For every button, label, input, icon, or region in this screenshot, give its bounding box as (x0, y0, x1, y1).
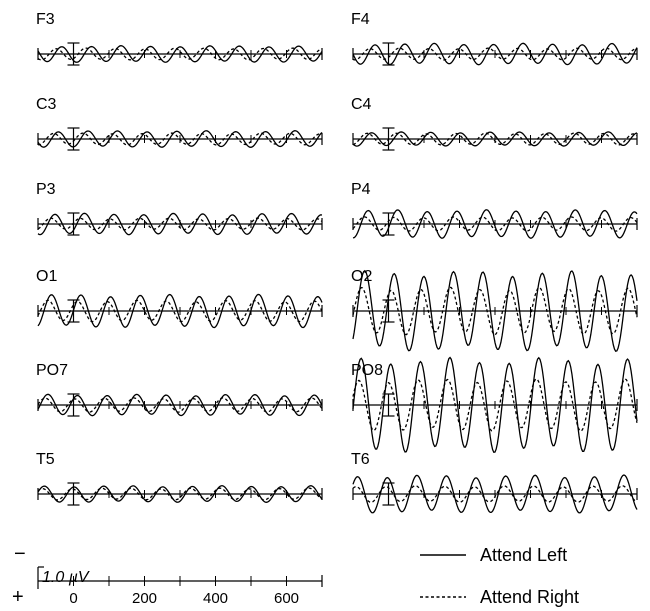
time-tick-label: 600 (274, 590, 299, 607)
attend-right-waveform-f3 (37, 47, 323, 61)
polarity-positive-label: + (12, 586, 24, 608)
attend-right-waveform-c3 (38, 132, 323, 146)
channel-panels: F3 F4 C3 C4 P3 P4 O1 O2 PO7 PO8 T5 T6 (36, 11, 638, 514)
panel-f4: F4 (351, 11, 638, 66)
channel-label-t5: T5 (36, 451, 55, 468)
time-tick-label: 400 (203, 590, 228, 607)
scale-bar-label: 1.0 µV (42, 569, 90, 586)
panel-po7: PO7 (36, 362, 323, 417)
attend-left-waveform-p4 (352, 209, 638, 239)
panel-o1: O1 (36, 268, 323, 329)
time-tick-label: 200 (132, 590, 157, 607)
panel-p3: P3 (36, 181, 323, 236)
panel-c4: C4 (351, 96, 638, 151)
time-axis-scale: − + 0 200 400 600 1.0 µV (12, 543, 323, 608)
attend-right-waveform-p3 (37, 217, 323, 231)
polarity-negative-label: − (14, 543, 26, 565)
attend-left-waveform-o2 (352, 269, 638, 352)
attend-left-waveform-c4 (352, 131, 638, 147)
attend-left-waveform-f3 (37, 45, 323, 63)
attend-left-waveform-po7 (37, 393, 323, 417)
time-axis: 0 200 400 600 (37, 566, 323, 607)
channel-label-t6: T6 (351, 451, 370, 468)
legend: Attend Left Attend Right (420, 545, 579, 607)
channel-label-f3: F3 (36, 11, 55, 28)
attend-right-waveform-po7 (37, 397, 323, 413)
time-tick-label: 0 (69, 590, 77, 607)
attend-left-waveform-c3 (37, 130, 323, 148)
attend-right-waveform-f4 (352, 47, 638, 61)
channel-label-c3: C3 (36, 96, 57, 113)
panel-t5: T5 (36, 451, 323, 506)
attend-left-waveform-t6 (352, 474, 638, 514)
panel-p4: P4 (351, 181, 638, 239)
attend-left-waveform-po8 (352, 356, 638, 453)
panel-t6: T6 (351, 451, 638, 514)
legend-label-attend-right: Attend Right (480, 587, 579, 607)
channel-label-o1: O1 (36, 268, 57, 285)
legend-label-attend-left: Attend Left (480, 545, 567, 565)
channel-label-po7: PO7 (36, 362, 68, 379)
attend-right-waveform-p4 (352, 216, 638, 232)
attend-left-waveform-t5 (37, 485, 323, 503)
attend-right-waveform-o2 (352, 286, 638, 336)
channel-label-c4: C4 (351, 96, 372, 113)
panel-f3: F3 (36, 11, 323, 66)
channel-label-f4: F4 (351, 11, 370, 28)
panel-c3: C3 (36, 96, 323, 151)
attend-left-waveform-o1 (37, 293, 323, 329)
channel-label-po8: PO8 (351, 362, 383, 379)
attend-right-waveform-po8 (352, 378, 638, 432)
attend-right-waveform-c4 (352, 132, 638, 146)
panel-po8: PO8 (351, 356, 638, 453)
attend-left-waveform-f4 (352, 42, 638, 66)
panel-o2: O2 (351, 268, 638, 352)
channel-label-p4: P4 (351, 181, 371, 198)
channel-label-p3: P3 (36, 181, 56, 198)
attend-right-waveform-o1 (37, 299, 323, 323)
attend-right-waveform-t5 (37, 487, 323, 501)
attend-left-waveform-p3 (37, 212, 323, 236)
attend-right-waveform-t6 (352, 485, 638, 503)
